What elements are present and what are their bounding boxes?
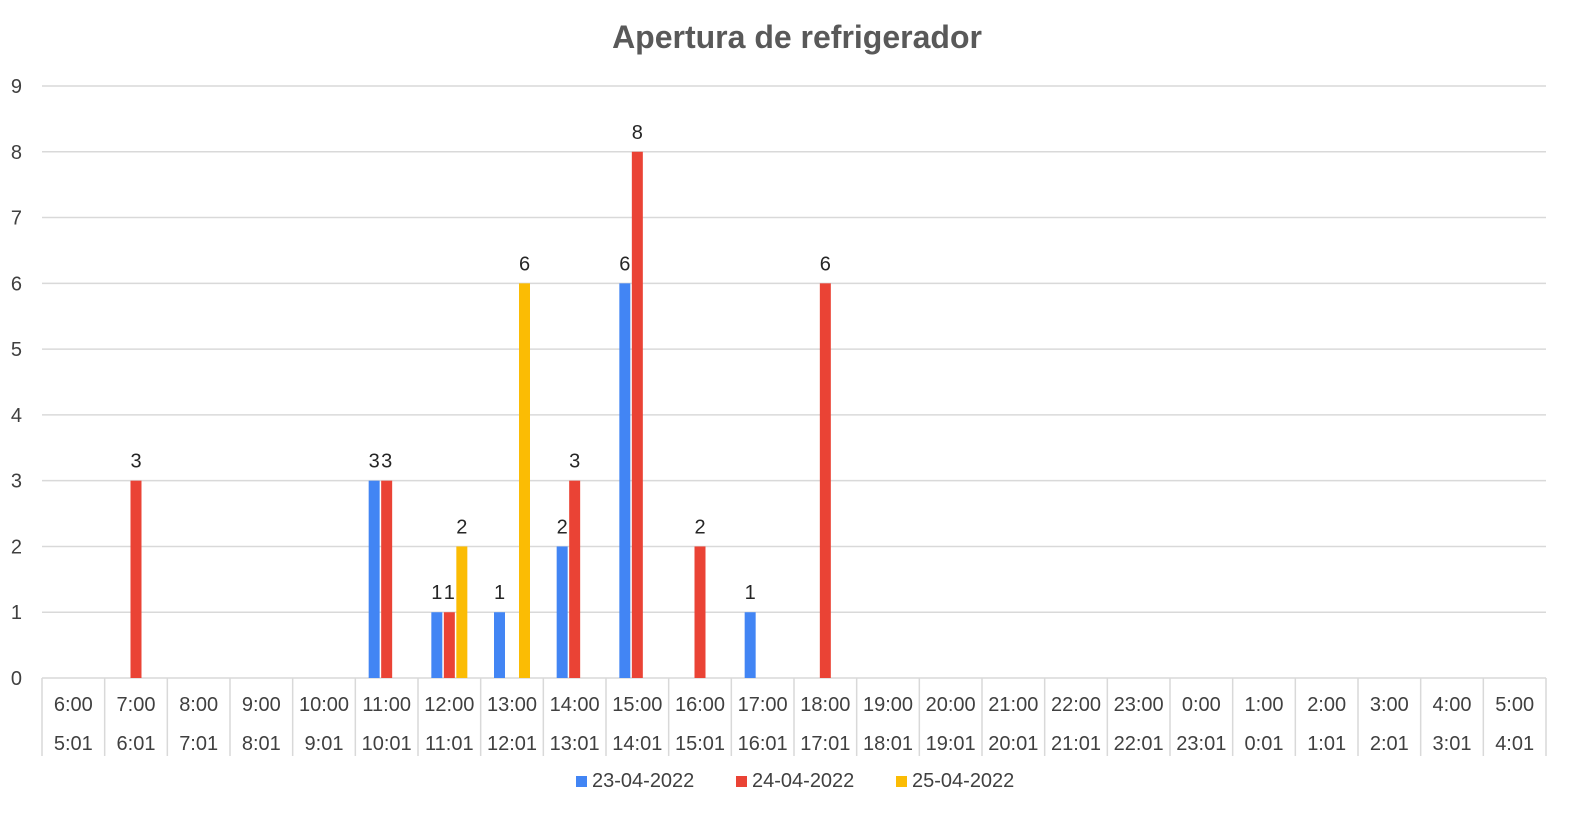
bar (819, 283, 831, 678)
x-tick-label: 22:00 (1051, 694, 1101, 716)
y-tick-label: 8 (11, 142, 22, 164)
legend-label: 23-04-2022 (592, 770, 694, 792)
data-label: 6 (519, 253, 530, 275)
bar (519, 283, 530, 678)
data-label: 6 (820, 253, 831, 275)
x-tick-label: 7:00 (117, 694, 156, 716)
x-tick-label-secondary: 21:01 (1051, 733, 1101, 755)
x-tick-label: 6:00 (54, 694, 93, 716)
data-label: 6 (619, 253, 630, 275)
legend-label: 25-04-2022 (912, 770, 1014, 792)
x-tick-label: 9:00 (242, 694, 281, 716)
x-tick-label: 1:00 (1245, 694, 1284, 716)
bar (619, 283, 631, 678)
x-tick-label-secondary: 12:01 (487, 733, 537, 755)
x-tick-label: 3:00 (1370, 694, 1409, 716)
bar (443, 612, 455, 678)
bar (456, 546, 468, 678)
data-label: 3 (381, 451, 392, 473)
x-tick-label-secondary: 23:01 (1176, 733, 1226, 755)
bar (631, 151, 643, 678)
x-tick-label: 19:00 (863, 694, 913, 716)
x-tick-label: 5:00 (1495, 694, 1534, 716)
x-tick-label: 23:00 (1114, 694, 1164, 716)
x-tick-label: 8:00 (179, 694, 218, 716)
x-tick-label-secondary: 0:01 (1245, 733, 1284, 755)
x-tick-label-secondary: 20:01 (988, 733, 1038, 755)
x-tick-label: 21:00 (988, 694, 1038, 716)
x-tick-label: 13:00 (487, 694, 537, 716)
y-tick-label: 9 (11, 76, 22, 98)
x-tick-label-secondary: 11:01 (425, 733, 474, 755)
x-tick-label-secondary: 8:01 (242, 733, 281, 755)
data-label: 2 (557, 516, 568, 538)
x-tick-label: 15:00 (612, 694, 662, 716)
data-label: 1 (494, 582, 505, 604)
legend-swatch (576, 776, 587, 787)
y-tick-label: 4 (11, 405, 22, 427)
y-tick-label: 6 (11, 273, 22, 295)
y-tick-label: 7 (11, 208, 22, 230)
x-tick-label-secondary: 9:01 (305, 733, 344, 755)
data-label: 3 (569, 451, 580, 473)
x-tick-label-secondary: 13:01 (550, 733, 600, 755)
y-tick-label: 5 (11, 339, 22, 361)
chart-title: Apertura de refrigerador (612, 19, 982, 55)
data-label: 3 (369, 451, 380, 473)
data-label: 2 (694, 516, 705, 538)
x-tick-label: 18:00 (800, 694, 850, 716)
x-tick-label-secondary: 17:01 (800, 733, 850, 755)
bar (368, 480, 380, 678)
x-tick-label: 12:00 (424, 694, 474, 716)
x-tick-label-secondary: 7:01 (179, 733, 218, 755)
bar (130, 480, 142, 678)
legend-swatch (736, 776, 747, 787)
y-tick-label: 0 (11, 668, 22, 690)
x-tick-label-secondary: 6:01 (117, 733, 156, 755)
x-tick-label-secondary: 10:01 (362, 733, 412, 755)
data-label: 2 (456, 516, 467, 538)
x-tick-label-secondary: 15:01 (675, 733, 725, 755)
bar (569, 480, 581, 678)
y-tick-label: 1 (11, 602, 22, 624)
x-tick-label: 0:00 (1182, 694, 1221, 716)
x-tick-label-secondary: 2:01 (1370, 733, 1409, 755)
x-tick-label-secondary: 1:01 (1307, 733, 1346, 755)
bar (494, 612, 505, 678)
y-tick-label: 2 (11, 536, 22, 558)
x-tick-label-secondary: 22:01 (1114, 733, 1164, 755)
x-tick-label: 17:00 (738, 694, 788, 716)
x-tick-label: 16:00 (675, 694, 725, 716)
bar (744, 612, 756, 678)
legend-label: 24-04-2022 (752, 770, 854, 792)
x-tick-label: 2:00 (1307, 694, 1346, 716)
x-tick-label-secondary: 14:01 (612, 733, 662, 755)
bar (694, 546, 706, 678)
bar (431, 612, 443, 678)
bar (556, 546, 568, 678)
x-tick-label-secondary: 19:01 (926, 733, 976, 755)
x-tick-label: 4:00 (1433, 694, 1472, 716)
bar (381, 480, 393, 678)
legend-swatch (896, 776, 907, 787)
x-tick-label-secondary: 18:01 (863, 733, 913, 755)
y-tick-label: 3 (11, 471, 22, 493)
data-label: 1 (431, 582, 442, 604)
data-label: 3 (130, 451, 141, 473)
x-tick-label: 11:00 (362, 694, 411, 716)
x-tick-label: 20:00 (926, 694, 976, 716)
x-tick-label-secondary: 3:01 (1433, 733, 1472, 755)
x-tick-label: 14:00 (550, 694, 600, 716)
x-tick-label: 10:00 (299, 694, 349, 716)
data-label: 8 (632, 122, 643, 144)
data-label: 1 (745, 582, 756, 604)
x-tick-label-secondary: 5:01 (54, 733, 93, 755)
data-label: 1 (444, 582, 455, 604)
x-tick-label-secondary: 16:01 (738, 733, 788, 755)
x-tick-label-secondary: 4:01 (1495, 733, 1534, 755)
